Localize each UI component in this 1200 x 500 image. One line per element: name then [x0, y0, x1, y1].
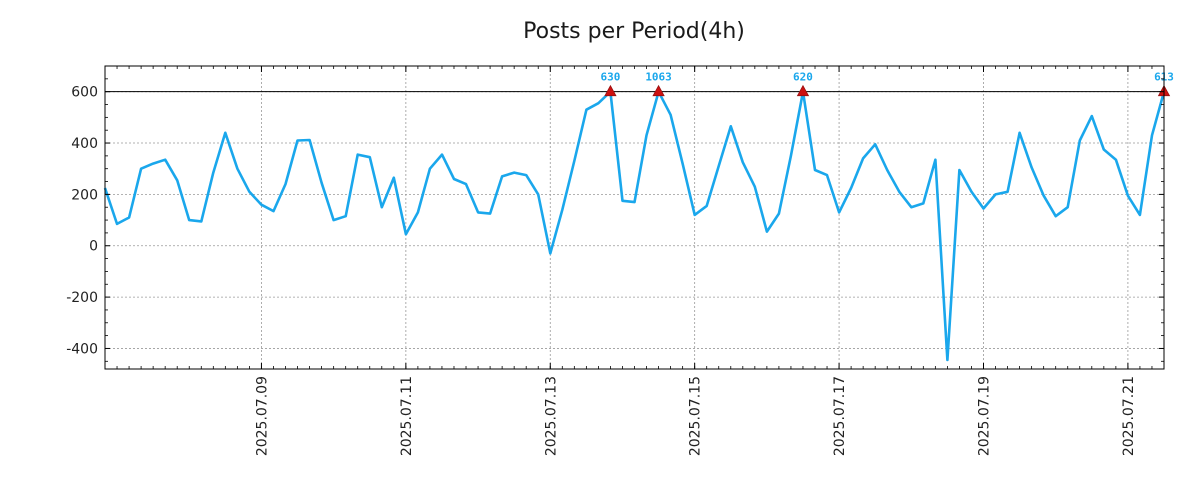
x-tick-label: 2025.07.13	[543, 376, 559, 456]
x-tick-label: 2025.07.09	[254, 376, 270, 456]
x-tick-label: 2025.07.21	[1121, 376, 1137, 456]
x-tick-label: 2025.07.11	[399, 376, 415, 456]
chart-title: Posts per Period(4h)	[523, 19, 745, 44]
peak-marker	[796, 84, 810, 97]
peaks-layer: 630 1063 620 613	[600, 71, 1174, 97]
plot-frame	[104, 65, 1165, 370]
y-tick-label: -400	[66, 341, 98, 357]
series-layer	[103, 90, 1166, 362]
series-line-posts	[103, 90, 1166, 362]
y-tick-label: 400	[71, 136, 98, 152]
axes	[104, 65, 1165, 370]
y-tick-label: -200	[66, 290, 98, 306]
x-axis: 2025.07.09 2025.07.11 2025.07.13 2025.07.15…	[104, 66, 1165, 456]
peak-marker	[604, 84, 617, 97]
peak-marker	[652, 84, 665, 97]
grid	[105, 66, 1164, 369]
y-axis: -400 -200 0 200 400 600	[66, 65, 1164, 362]
y-tick-label: 200	[71, 187, 98, 203]
peak-label: 1063	[645, 71, 672, 84]
peak-label: 630	[600, 71, 620, 84]
x-tick-label: 2025.07.17	[832, 376, 848, 456]
y-tick-label: 0	[89, 239, 98, 255]
x-tick-label: 2025.07.15	[688, 376, 704, 456]
y-tick-label: 600	[71, 85, 98, 101]
peak-label: 620	[793, 71, 813, 84]
x-tick-label: 2025.07.19	[976, 376, 992, 456]
